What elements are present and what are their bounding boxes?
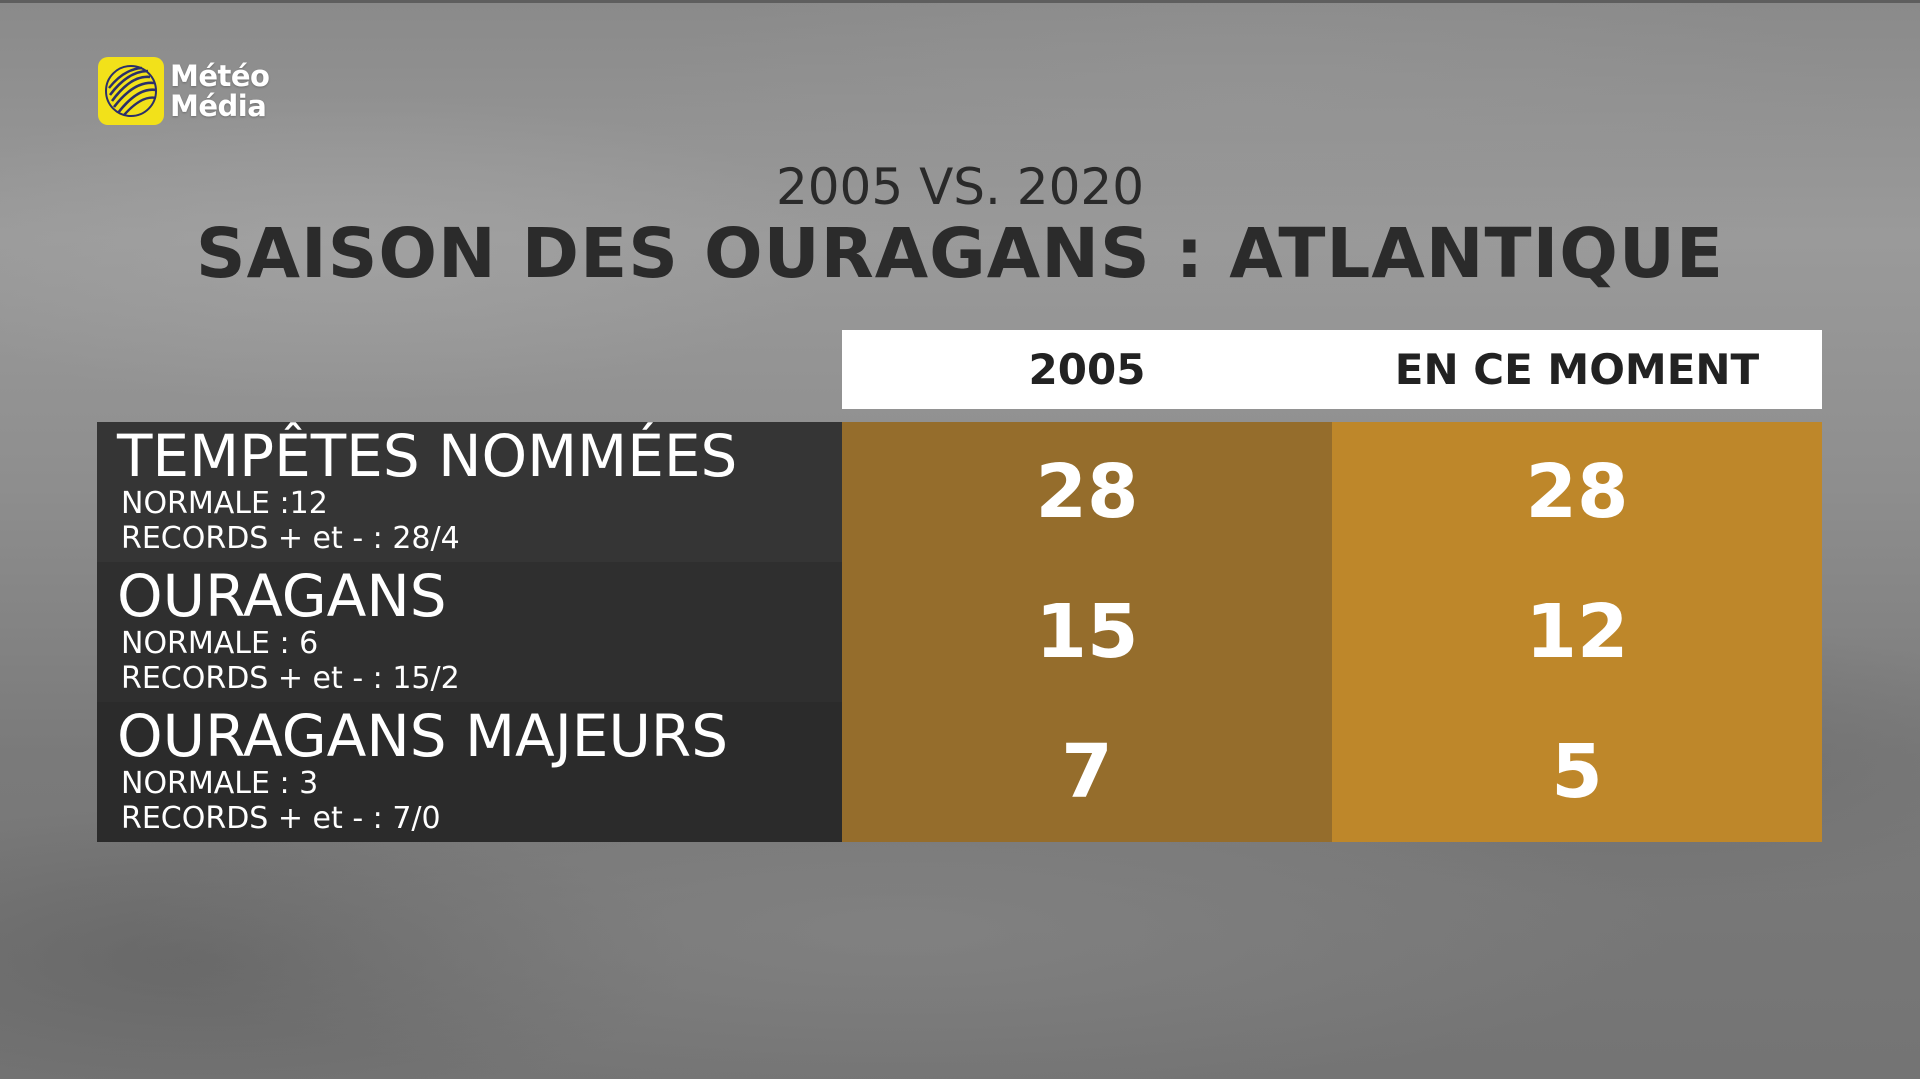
value-2005: 28 (842, 422, 1332, 562)
globe-logo-icon (98, 57, 164, 125)
row-records: RECORDS + et - : 7/0 (121, 801, 441, 836)
top-border (0, 0, 1920, 3)
page-title: SAISON DES OURAGANS : ATLANTIQUE (195, 214, 1725, 294)
page-subtitle: 2005 VS. 2020 (775, 158, 1145, 216)
row-label: OURAGANS MAJEURS (117, 702, 729, 770)
table-row-named-storms: TEMPÊTES NOMMÉES NORMALE :12 RECORDS + e… (97, 422, 1822, 562)
logo-line-2: Média (170, 89, 267, 123)
value-current: 5 (1332, 702, 1822, 842)
column-header-current: EN CE MOMENT (1394, 345, 1760, 394)
row-records: RECORDS + et - : 15/2 (121, 661, 460, 696)
column-header-2005: 2005 (1028, 345, 1146, 394)
table-row-major-hurricanes: OURAGANS MAJEURS NORMALE : 3 RECORDS + e… (97, 702, 1822, 842)
value-current: 28 (1332, 422, 1822, 562)
row-normal: NORMALE :12 (121, 486, 328, 521)
row-label-cell: OURAGANS MAJEURS NORMALE : 3 RECORDS + e… (97, 702, 842, 842)
row-label-cell: TEMPÊTES NOMMÉES NORMALE :12 RECORDS + e… (97, 422, 842, 562)
row-label: OURAGANS (117, 562, 447, 630)
table-row-hurricanes: OURAGANS NORMALE : 6 RECORDS + et - : 15… (97, 562, 1822, 702)
logo-line-1: Météo (170, 59, 270, 93)
value-2005: 15 (842, 562, 1332, 702)
row-records: RECORDS + et - : 28/4 (121, 521, 460, 556)
row-normal: NORMALE : 6 (121, 626, 319, 661)
row-label-cell: OURAGANS NORMALE : 6 RECORDS + et - : 15… (97, 562, 842, 702)
row-label: TEMPÊTES NOMMÉES (117, 422, 738, 490)
table-header: 2005 EN CE MOMENT (842, 330, 1822, 409)
row-normal: NORMALE : 3 (121, 766, 319, 801)
logo-wordmark: Météo Média (170, 59, 270, 123)
value-current: 12 (1332, 562, 1822, 702)
meteomedia-logo: Météo Média (98, 56, 270, 126)
value-2005: 7 (842, 702, 1332, 842)
